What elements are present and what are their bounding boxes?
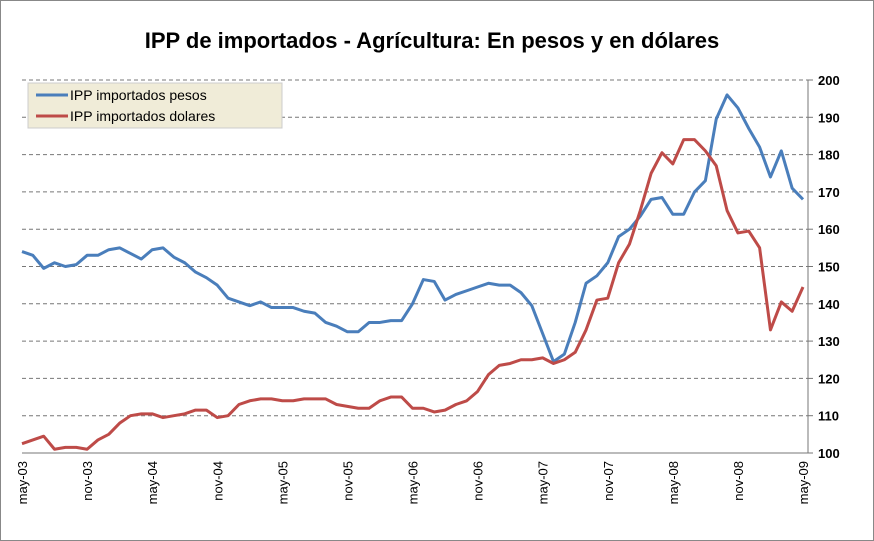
y-tick-label: 130 [818, 334, 840, 349]
x-tick-label: may-07 [536, 461, 551, 504]
legend-box [27, 82, 283, 129]
legend-label: IPP importados pesos [70, 87, 207, 103]
line-series [21, 93, 805, 364]
chart-title: IPP de importados - Agrícultura: En peso… [145, 28, 720, 53]
x-tick-label: nov-06 [471, 461, 486, 501]
x-tick-label: may-09 [796, 461, 811, 504]
x-tick-label: nov-04 [210, 461, 225, 501]
legend-label: IPP importados dolares [70, 108, 215, 124]
x-tick-label: may-08 [666, 461, 681, 504]
y-tick-label: 190 [818, 110, 840, 125]
x-tick-label: may-05 [275, 461, 290, 504]
y-tick-label: 100 [818, 446, 840, 461]
y-tick-label: 140 [818, 297, 840, 312]
y-tick-label: 170 [818, 185, 840, 200]
y-tick-label: 180 [818, 148, 840, 163]
y-tick-label: 160 [818, 222, 840, 237]
y-tick-label: 110 [818, 409, 839, 424]
y-tick-label: 150 [818, 260, 840, 275]
x-tick-label: may-03 [15, 461, 30, 504]
x-tick-label: may-06 [406, 461, 421, 504]
x-tick-label: nov-05 [340, 461, 355, 501]
x-tick-label: nov-07 [601, 461, 616, 501]
line-series [21, 138, 805, 451]
x-tick-label: nov-08 [731, 461, 746, 501]
y-tick-label: 120 [818, 371, 840, 386]
x-tick-label: nov-03 [80, 461, 95, 501]
x-tick-label: may-04 [145, 461, 160, 504]
y-tick-label: 200 [818, 73, 840, 88]
